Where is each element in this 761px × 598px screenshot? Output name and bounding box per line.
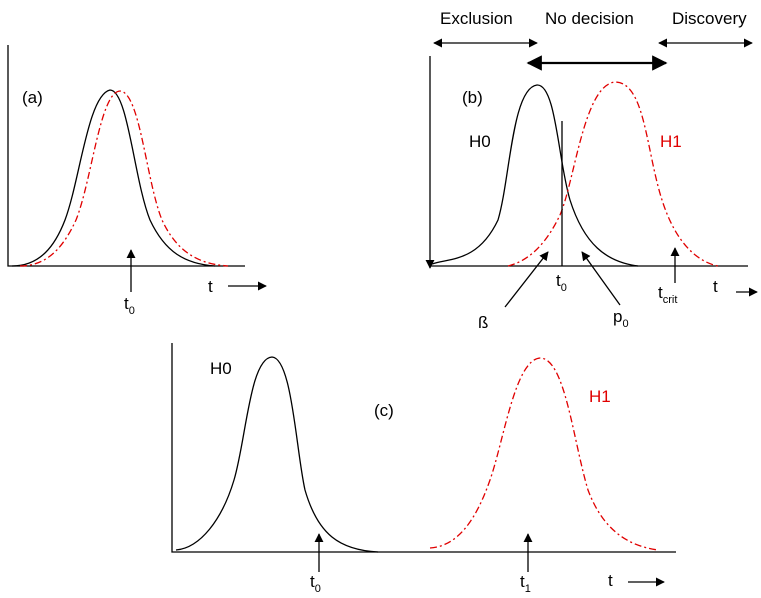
panel-b-t-axis-label: t: [713, 277, 718, 296]
panel-c-h1-curve: [429, 357, 659, 551]
tcrit-label: tcrit: [658, 283, 677, 306]
panel-c-h1-label: H1: [589, 387, 611, 406]
beta-label: ß: [478, 313, 488, 332]
panel-b-h0-label: H0: [469, 132, 491, 151]
panel-b-label: (b): [462, 88, 483, 107]
region-discovery-label: Discovery: [672, 9, 747, 28]
p0-label: p0: [613, 307, 629, 330]
panel-b-h1-label: H1: [660, 132, 682, 151]
panel-c-t0-label: t0: [310, 572, 321, 595]
panel-a-t-axis-label: t: [208, 277, 213, 296]
panel-a: (a) t0 t: [7, 45, 267, 317]
panel-a-h1-curve: [19, 90, 229, 267]
panel-c-t-axis-label: t: [608, 571, 613, 590]
panel-a-h0-curve: [11, 89, 216, 267]
panel-b-h0-curve: [431, 84, 639, 267]
panel-a-t0-label: t0: [124, 294, 135, 317]
panel-c-t1-label: t1: [520, 572, 531, 595]
panel-b: Exclusion No decision Discovery (b) H0 H…: [425, 9, 758, 332]
panel-c-axes: [171, 343, 676, 553]
beta-arrow: [504, 251, 549, 308]
region-exclusion-label: Exclusion: [440, 9, 513, 28]
panel-c-label: (c): [374, 401, 394, 420]
panel-c: H0 (c) H1 t0 t1 t: [171, 343, 676, 595]
panel-b-t0-label: t0: [556, 271, 567, 294]
panel-c-h0-label: H0: [210, 359, 232, 378]
p0-arrow: [581, 251, 621, 306]
panel-c-h0-curve: [175, 356, 379, 553]
region-no-decision-label: No decision: [545, 9, 634, 28]
panel-b-h1-curve: [507, 81, 719, 267]
panel-a-label: (a): [22, 88, 43, 107]
panel-a-axes: [7, 45, 245, 267]
